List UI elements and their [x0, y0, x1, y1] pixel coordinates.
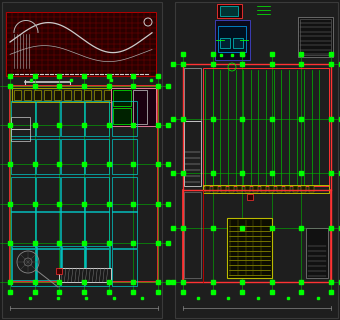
Bar — [61, 101, 84, 136]
Bar — [221, 186, 226, 192]
Bar — [112, 101, 137, 136]
Bar — [233, 38, 243, 48]
Bar — [86, 246, 110, 280]
Bar — [293, 186, 298, 192]
Bar — [300, 19, 331, 55]
Bar — [220, 6, 238, 16]
Bar — [44, 90, 51, 100]
Bar — [261, 186, 266, 192]
Bar — [94, 90, 101, 100]
Bar — [309, 186, 314, 192]
Bar — [245, 186, 250, 192]
Bar — [36, 177, 59, 212]
Bar — [36, 101, 59, 136]
Bar — [218, 26, 246, 52]
Bar — [61, 211, 84, 248]
Bar — [12, 246, 36, 280]
Bar — [34, 90, 41, 100]
Bar — [59, 268, 110, 282]
Bar — [74, 90, 81, 100]
Bar — [36, 139, 59, 174]
Bar — [246, 195, 253, 200]
Bar — [84, 90, 91, 100]
Bar — [56, 268, 62, 274]
Bar — [183, 64, 331, 282]
Bar — [269, 186, 274, 192]
Bar — [85, 211, 109, 248]
Bar — [61, 139, 84, 174]
Bar — [183, 190, 331, 282]
Bar — [10, 86, 158, 282]
Bar — [24, 90, 31, 100]
Bar — [11, 101, 35, 136]
Bar — [61, 177, 84, 212]
Bar — [85, 249, 109, 286]
Bar — [37, 246, 61, 280]
Bar — [85, 177, 109, 212]
Bar — [134, 90, 141, 100]
Bar — [36, 211, 59, 248]
Bar — [184, 192, 201, 278]
Bar — [113, 108, 131, 124]
Bar — [11, 177, 35, 212]
Bar — [124, 90, 131, 100]
Bar — [229, 186, 234, 192]
Bar — [205, 186, 210, 192]
Bar — [11, 139, 35, 174]
Bar — [104, 90, 111, 100]
Bar — [203, 185, 329, 193]
Bar — [2, 2, 162, 318]
Bar — [85, 139, 109, 174]
Bar — [11, 249, 35, 286]
Bar — [114, 90, 121, 100]
Bar — [112, 211, 137, 248]
Bar — [14, 90, 21, 100]
Bar — [12, 88, 156, 102]
Bar — [11, 129, 30, 141]
Bar — [6, 12, 156, 76]
Bar — [62, 246, 85, 280]
Bar — [64, 90, 71, 100]
Bar — [184, 121, 201, 186]
Bar — [61, 249, 84, 286]
Bar — [298, 17, 333, 57]
Bar — [203, 68, 329, 186]
Bar — [217, 4, 242, 18]
Bar — [11, 211, 35, 248]
Bar — [175, 2, 338, 318]
Bar — [113, 90, 131, 106]
Bar — [133, 90, 147, 124]
Bar — [144, 90, 151, 100]
Bar — [110, 88, 156, 126]
Bar — [36, 249, 59, 286]
Bar — [215, 20, 250, 60]
Bar — [285, 186, 290, 192]
Bar — [112, 249, 137, 286]
Bar — [11, 117, 30, 129]
Bar — [227, 219, 272, 278]
Bar — [85, 101, 109, 136]
Bar — [277, 186, 282, 192]
Bar — [112, 139, 137, 174]
Bar — [253, 186, 258, 192]
Bar — [237, 186, 242, 192]
Bar — [184, 68, 201, 121]
Bar — [220, 38, 230, 48]
Bar — [306, 228, 328, 278]
Bar — [213, 186, 218, 192]
Bar — [54, 90, 61, 100]
Bar — [112, 177, 137, 212]
Bar — [301, 186, 306, 192]
